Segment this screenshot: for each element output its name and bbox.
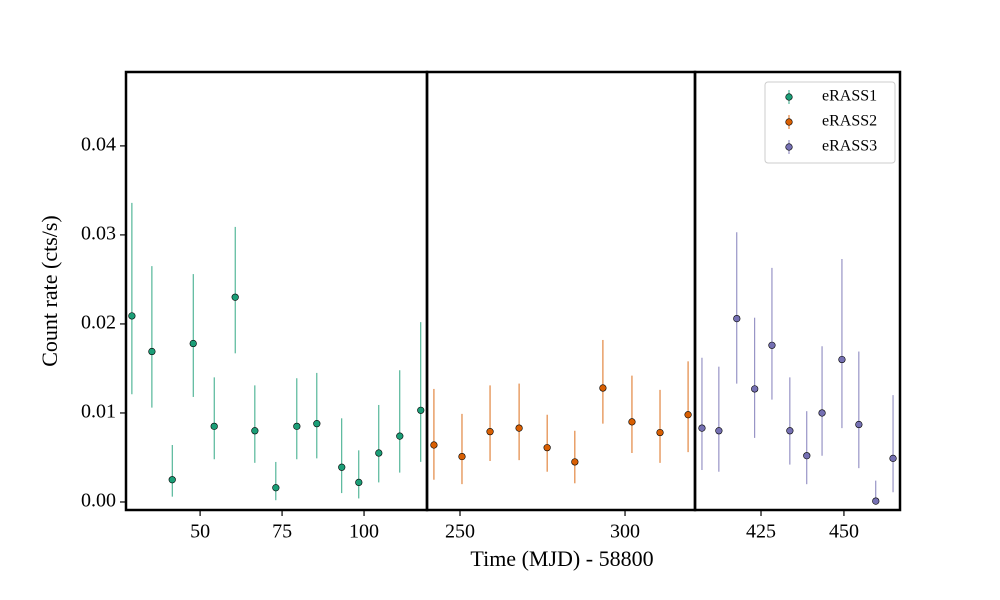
data-point xyxy=(855,420,863,429)
data-point xyxy=(872,497,880,505)
data-point xyxy=(768,341,776,349)
y-tick-label: 0.01 xyxy=(81,401,116,423)
data-point xyxy=(338,463,346,471)
data-point xyxy=(375,449,383,457)
data-point xyxy=(656,428,664,437)
data-point xyxy=(189,339,197,348)
legend-marker xyxy=(785,118,793,126)
data-point xyxy=(628,418,636,426)
data-point xyxy=(715,427,723,435)
data-point xyxy=(168,476,176,484)
x-tick-label: 300 xyxy=(610,521,640,543)
data-point xyxy=(293,422,301,430)
x-tick-label: 425 xyxy=(746,521,776,543)
data-point xyxy=(417,406,425,414)
data-point xyxy=(543,444,551,452)
data-point xyxy=(515,424,523,432)
x-tick-label: 250 xyxy=(445,521,475,543)
legend-marker xyxy=(785,143,793,151)
y-tick-label: 0.03 xyxy=(81,223,116,245)
data-point xyxy=(128,312,136,320)
x-tick-label: 75 xyxy=(272,521,292,543)
x-tick-label: 100 xyxy=(349,521,379,543)
data-point xyxy=(231,293,239,301)
x-tick-label: 50 xyxy=(190,521,210,543)
x-axis-label: Time (MJD) - 58800 xyxy=(470,546,653,571)
data-point xyxy=(148,347,156,356)
legend-marker xyxy=(785,93,793,101)
data-point xyxy=(210,422,218,430)
legend-box xyxy=(764,81,896,164)
y-axis-label: Count rate (cts/s) xyxy=(37,215,62,367)
panel-frame xyxy=(124,70,429,512)
data-point xyxy=(733,314,741,323)
data-point xyxy=(751,385,759,393)
data-point xyxy=(355,478,363,487)
data-point xyxy=(272,484,280,492)
data-point xyxy=(818,409,826,417)
data-point xyxy=(486,428,494,436)
data-point xyxy=(803,452,811,460)
data-point xyxy=(684,411,692,419)
panel-frame xyxy=(693,70,902,512)
data-point xyxy=(889,454,897,462)
data-point xyxy=(786,427,794,435)
data-point xyxy=(838,355,846,364)
data-point xyxy=(251,427,259,435)
data-point xyxy=(599,384,607,392)
y-tick-label: 0.00 xyxy=(81,490,116,512)
y-tick-label: 0.02 xyxy=(81,312,116,334)
y-tick-label: 0.04 xyxy=(81,133,116,155)
x-tick-label: 450 xyxy=(829,521,859,543)
data-point xyxy=(313,420,321,428)
data-point xyxy=(430,441,438,449)
legend-label: eRASS2 xyxy=(822,113,877,130)
legend-label: eRASS1 xyxy=(822,88,877,105)
data-point xyxy=(698,424,706,432)
data-point xyxy=(396,432,404,440)
panel-frame xyxy=(425,70,697,512)
data-point xyxy=(571,458,579,466)
legend-label: eRASS3 xyxy=(822,138,877,155)
data-point xyxy=(458,452,466,461)
